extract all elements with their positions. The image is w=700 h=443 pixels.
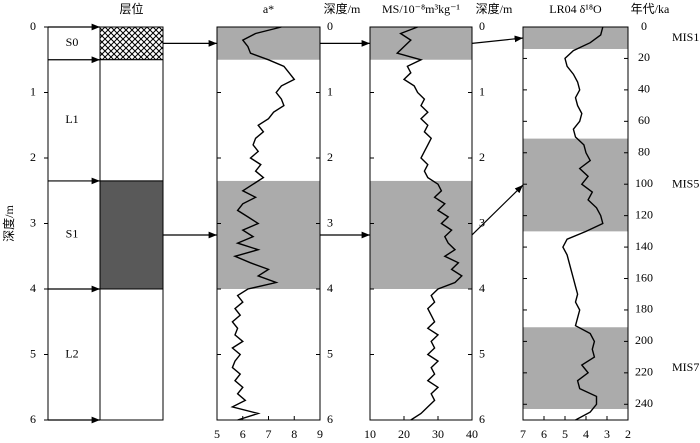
x-tick-label: 3 — [604, 427, 610, 441]
y-tick-label: 2 — [30, 150, 36, 164]
y-tick-label: 40 — [638, 82, 650, 96]
y-tick-label: 1 — [479, 84, 485, 98]
y-tick-label: 120 — [635, 207, 653, 221]
y-tick-label: 1 — [327, 84, 333, 98]
column-title: 层位 — [119, 1, 143, 16]
y-tick-label: 2 — [327, 150, 333, 164]
y-tick-label: 0 — [30, 19, 36, 33]
y-tick-label: 160 — [635, 270, 653, 284]
band-label: MIS1 — [672, 30, 699, 44]
panel-title: LR04 δ¹⁸O — [549, 2, 602, 16]
unit-label: S1 — [66, 227, 79, 241]
unit-label: S0 — [66, 35, 79, 49]
y-axis-label: 深度/m — [1, 205, 16, 242]
profile-line — [230, 26, 296, 421]
y-tick-label: 80 — [638, 145, 650, 159]
unit — [99, 288, 164, 421]
y-tick-label: 60 — [638, 113, 650, 127]
band — [523, 327, 628, 409]
band — [523, 138, 628, 232]
y-tick-label: 20 — [638, 50, 650, 64]
y-tick-label: 0 — [327, 19, 333, 33]
y-tick-label: 180 — [635, 302, 653, 316]
panel-title: a* — [263, 2, 274, 16]
y-tick-label: 5 — [30, 346, 36, 360]
profile-line — [395, 26, 463, 421]
x-tick-label: 7 — [266, 427, 272, 441]
y-tick-label: 6 — [327, 412, 333, 426]
x-tick-label: 4 — [583, 427, 589, 441]
y-tick-label: 6 — [30, 412, 36, 426]
arrow — [471, 35, 524, 44]
profile-line — [562, 26, 604, 421]
band — [370, 27, 472, 60]
y-tick-label: 4 — [30, 281, 36, 295]
y-tick-label: 240 — [635, 396, 653, 410]
x-tick-label: 6 — [541, 427, 547, 441]
x-tick-label: 40 — [466, 427, 478, 441]
y-tick-label: 3 — [327, 215, 333, 229]
y-tick-label: 4 — [327, 281, 333, 295]
y-tick-label: 200 — [635, 333, 653, 347]
x-tick-label: 5 — [562, 427, 568, 441]
y-tick-label: 220 — [635, 365, 653, 379]
x-tick-label: 8 — [291, 427, 297, 441]
y-tick-label: 0 — [641, 19, 647, 33]
x-tick-label: 10 — [364, 427, 376, 441]
unit — [99, 26, 164, 61]
band — [217, 180, 320, 289]
x-tick-label: 20 — [398, 427, 410, 441]
unit-label: L1 — [65, 112, 78, 126]
y-tick-label: 2 — [479, 150, 485, 164]
y-tick-label: 3 — [30, 215, 36, 229]
x-tick-label: 5 — [214, 427, 220, 441]
x-tick-label: 9 — [317, 427, 323, 441]
x-tick-label: 7 — [520, 427, 526, 441]
y-tick-label: 1 — [30, 84, 36, 98]
arrow — [471, 184, 524, 236]
band — [217, 27, 320, 60]
unit — [99, 180, 164, 290]
y-tick-label: 100 — [635, 176, 653, 190]
y-axis-label: 深度/m — [476, 1, 513, 16]
unit-label: L2 — [65, 346, 78, 360]
y-axis-label: 深度/m — [324, 1, 361, 16]
y-tick-label: 4 — [479, 281, 485, 295]
panel-title: MS/10⁻⁸m³kg⁻¹ — [382, 2, 460, 16]
x-tick-label: 2 — [625, 427, 631, 441]
x-tick-label: 6 — [240, 427, 246, 441]
band-label: MIS5 — [672, 177, 699, 191]
band-label: MIS7 — [672, 360, 699, 374]
y-tick-label: 0 — [479, 19, 485, 33]
x-tick-label: 30 — [432, 427, 444, 441]
y-tick-label: 140 — [635, 239, 653, 253]
y-axis-label: 年代/ka — [631, 2, 670, 16]
y-tick-label: 3 — [479, 215, 485, 229]
unit — [99, 59, 164, 182]
y-tick-label: 5 — [479, 346, 485, 360]
band — [523, 27, 628, 50]
y-tick-label: 6 — [479, 412, 485, 426]
y-tick-label: 5 — [327, 346, 333, 360]
